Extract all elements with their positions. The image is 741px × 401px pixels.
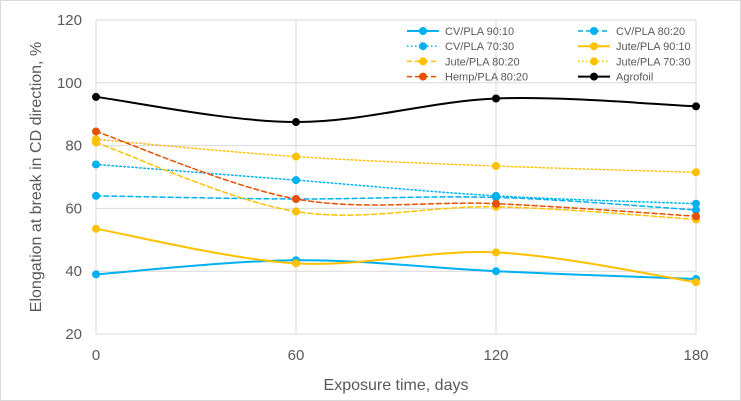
data-point-hemp-pla-80-20: [492, 199, 500, 208]
series-line-jute-pla-90-10: [95, 227, 697, 284]
legend-label: Agrofoil: [616, 72, 653, 84]
legend-label: Jute/PLA 90:10: [616, 41, 691, 53]
x-tick-label: 180: [683, 347, 708, 364]
data-point-agrofoil: [292, 118, 300, 127]
data-point-jute-pla-90-10: [692, 278, 700, 287]
x-tick-label: 0: [92, 347, 100, 364]
data-point-agrofoil: [92, 92, 100, 101]
y-tick-label: 80: [65, 138, 82, 155]
data-point-hemp-pla-80-20: [692, 212, 700, 221]
legend-marker: [419, 72, 427, 81]
legend-label: Jute/PLA 70:30: [616, 56, 691, 68]
legend-label: CV/PLA 80:20: [616, 26, 685, 38]
data-point-jute-pla-90-10: [292, 259, 300, 268]
data-point-jute-pla-70-30: [692, 168, 700, 177]
series-line-jute-pla-70-30: [95, 138, 697, 174]
series-line-cv-pla-90-10: [95, 259, 697, 281]
data-point-hemp-pla-80-20: [292, 194, 300, 203]
y-tick-label: 100: [57, 75, 82, 92]
legend-marker: [590, 57, 598, 66]
legend-marker: [419, 57, 427, 66]
legend-marker: [590, 27, 598, 35]
data-point-jute-pla-70-30: [292, 152, 300, 161]
x-tick-label: 60: [288, 347, 305, 364]
data-point-jute-pla-70-30: [92, 135, 100, 144]
series-line-agrofoil: [95, 95, 697, 124]
data-point-cv-pla-70-30: [492, 191, 500, 200]
legend-marker: [590, 72, 598, 81]
data-point-jute-pla-90-10: [92, 224, 100, 233]
series-line-hemp-pla-80-20: [95, 130, 697, 217]
plot-area: [96, 20, 696, 334]
data-point-cv-pla-80-20: [692, 205, 700, 214]
y-axis-title: Elongation at break in CD direction, %: [28, 42, 45, 312]
data-point-agrofoil: [492, 94, 500, 103]
series-line-cv-pla-80-20: [95, 195, 697, 211]
legend-label: CV/PLA 70:30: [445, 41, 514, 53]
data-point-cv-pla-90-10: [492, 267, 500, 276]
data-point-cv-pla-80-20: [92, 191, 100, 200]
data-point-jute-pla-80-20: [292, 207, 300, 216]
legend-marker: [419, 42, 427, 51]
data-point-jute-pla-70-30: [492, 162, 500, 171]
series-line-jute-pla-80-20: [95, 141, 697, 221]
data-point-cv-pla-70-30: [92, 160, 100, 169]
series-line-cv-pla-70-30: [95, 163, 697, 205]
data-point-cv-pla-70-30: [692, 199, 700, 208]
legend-label: Jute/PLA 80:20: [445, 56, 520, 68]
legend-marker: [590, 42, 598, 51]
legend-label: CV/PLA 90:10: [445, 26, 514, 38]
data-point-agrofoil: [692, 102, 700, 111]
data-point-jute-pla-90-10: [492, 248, 500, 257]
legend-label: Hemp/PLA 80:20: [445, 72, 528, 84]
legend-marker: [419, 27, 427, 35]
y-tick-label: 40: [65, 263, 82, 280]
y-tick-label: 120: [57, 12, 82, 29]
data-point-hemp-pla-80-20: [92, 127, 100, 136]
data-point-cv-pla-90-10: [92, 270, 100, 279]
x-tick-label: 120: [483, 347, 508, 364]
y-tick-label: 20: [65, 326, 82, 343]
y-tick-label: 60: [65, 200, 82, 217]
x-axis-title: Exposure time, days: [324, 377, 469, 394]
data-point-cv-pla-70-30: [292, 176, 300, 185]
